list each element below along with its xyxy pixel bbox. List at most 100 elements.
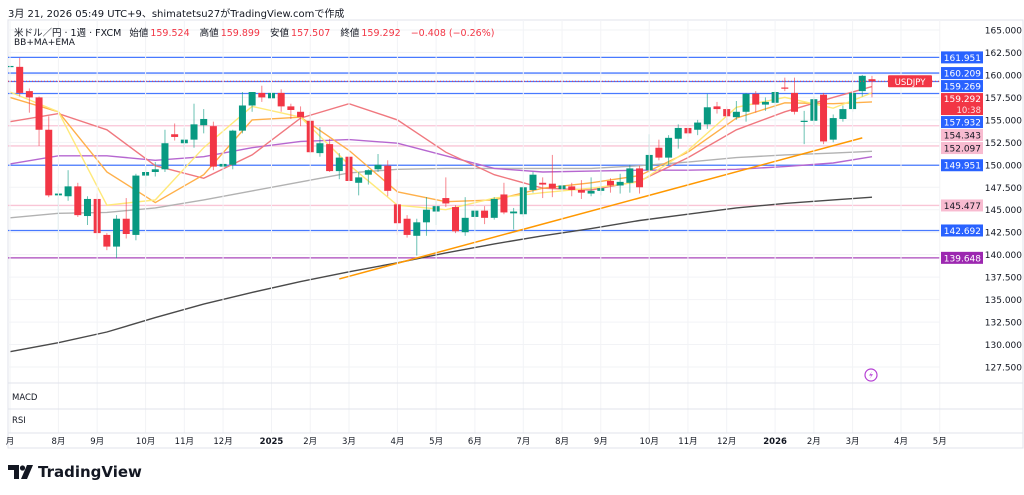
candle-body	[326, 144, 334, 172]
time-axis-tick: 9月	[594, 437, 608, 447]
change-value: −0.408 (−0.26%)	[410, 28, 495, 39]
low-value: 157.507	[291, 28, 331, 39]
candle-body	[839, 109, 847, 119]
price-badge	[941, 159, 983, 172]
price-axis-tick: 135.000	[985, 296, 1022, 306]
candle-body	[461, 217, 469, 233]
symbol-badge-label: USDJPY	[895, 78, 927, 88]
price-axis-tick: 157.500	[985, 94, 1022, 104]
price-badge-label: 159.269	[944, 83, 981, 93]
ohlc-legend: 米ドル／円 · 1週 · FXCM 始値 159.524 高値 159.899 安値…	[14, 25, 501, 39]
candle-body	[587, 190, 595, 194]
candle-body	[655, 147, 663, 158]
price-badge-label: 161.951	[944, 54, 981, 64]
candle-body	[355, 177, 363, 183]
time-axis-tick: 2025	[260, 437, 284, 447]
price-badge	[941, 116, 983, 129]
candle-body	[800, 120, 808, 122]
candle-body	[64, 186, 72, 197]
candle-body	[316, 143, 324, 154]
candle-body	[335, 157, 343, 172]
price-axis-tick: 145.000	[985, 206, 1022, 216]
price-badge	[941, 129, 983, 142]
lightning-icon[interactable]	[864, 368, 878, 382]
candle-body	[113, 218, 121, 247]
candle-body	[790, 92, 798, 112]
candle-body	[703, 107, 711, 125]
candle-body	[829, 118, 837, 140]
lightning-icon-bolt	[869, 371, 873, 379]
time-axis-tick: 12月	[213, 437, 232, 447]
candle-body	[132, 175, 140, 235]
candle-body	[500, 194, 508, 213]
price-axis-tick: 152.500	[985, 139, 1022, 149]
price-axis-tick: 155.000	[985, 116, 1022, 126]
price-badge	[941, 80, 983, 93]
time-axis-tick: 10月	[640, 437, 659, 447]
candle-body	[287, 106, 295, 110]
candle-body	[548, 183, 556, 189]
moving-average-line	[9, 150, 873, 219]
candle-body	[161, 143, 169, 170]
candle-body	[761, 101, 769, 105]
price-badge	[941, 224, 983, 237]
time-axis-tick: 2月	[303, 437, 317, 447]
candle-body	[171, 134, 179, 137]
price-badge-label: 145.477	[944, 202, 981, 212]
high-label: 高値	[199, 28, 219, 39]
indicator-label[interactable]: BB+MA+EMA	[14, 38, 75, 48]
tradingview-logo-icon	[8, 465, 33, 479]
candle-body	[568, 186, 576, 190]
time-axis-tick: 5月	[933, 437, 947, 447]
candle-body	[858, 75, 866, 92]
high-value: 159.899	[220, 28, 260, 39]
candle-body	[674, 127, 682, 139]
tradingview-logo[interactable]: TradingView	[8, 463, 142, 481]
candle-body	[529, 174, 537, 190]
candle-body	[277, 92, 285, 107]
price-badge-label: 139.648	[944, 254, 981, 264]
candle-body	[8, 65, 14, 68]
candle-body	[374, 164, 382, 170]
time-axis-tick: 5月	[429, 437, 443, 447]
candle-body	[626, 168, 634, 183]
candle-body	[510, 211, 518, 214]
time-axis-tick: 11月	[678, 437, 697, 447]
countdown-label: 10:38	[957, 106, 982, 116]
candle-body	[35, 97, 43, 130]
candle-body	[452, 207, 460, 232]
candle-body	[422, 209, 430, 223]
time-axis-tick: 11月	[175, 437, 194, 447]
price-axis-tick: 140.000	[985, 251, 1022, 261]
candle-body	[190, 124, 198, 140]
price-axis-tick: 142.500	[985, 229, 1022, 239]
macd-pane-label[interactable]: MACD	[12, 393, 38, 403]
price-axis-tick: 137.500	[985, 274, 1022, 284]
time-axis-tick: 3月	[342, 437, 356, 447]
price-badge-label: 160.209	[944, 70, 981, 80]
candle-body	[820, 94, 828, 142]
price-axis-tick: 132.500	[985, 319, 1022, 329]
time-axis-tick: 2月	[807, 437, 821, 447]
price-badge	[941, 67, 983, 80]
candle-body	[539, 182, 547, 185]
price-axis-tick: 127.500	[985, 364, 1022, 374]
candle-body	[74, 186, 82, 216]
candle-body	[742, 93, 750, 112]
price-axis-tick: 165.000	[985, 27, 1022, 37]
price-badge	[941, 251, 983, 264]
rsi-pane-label[interactable]: RSI	[12, 416, 26, 426]
time-axis-tick: 2026	[763, 437, 787, 447]
candle-body	[481, 210, 489, 218]
price-badge-label: 159.292	[944, 95, 981, 105]
symbol-title[interactable]: 米ドル／円 · 1週 · FXCM	[14, 28, 122, 39]
candle-body	[636, 168, 644, 188]
candle-body	[103, 234, 111, 247]
candle-body	[616, 181, 624, 186]
candle-body	[209, 126, 217, 167]
candle-body	[694, 122, 702, 130]
time-axis-tick: 7月	[516, 437, 530, 447]
open-value: 159.524	[150, 28, 190, 39]
candle-body	[297, 111, 305, 118]
